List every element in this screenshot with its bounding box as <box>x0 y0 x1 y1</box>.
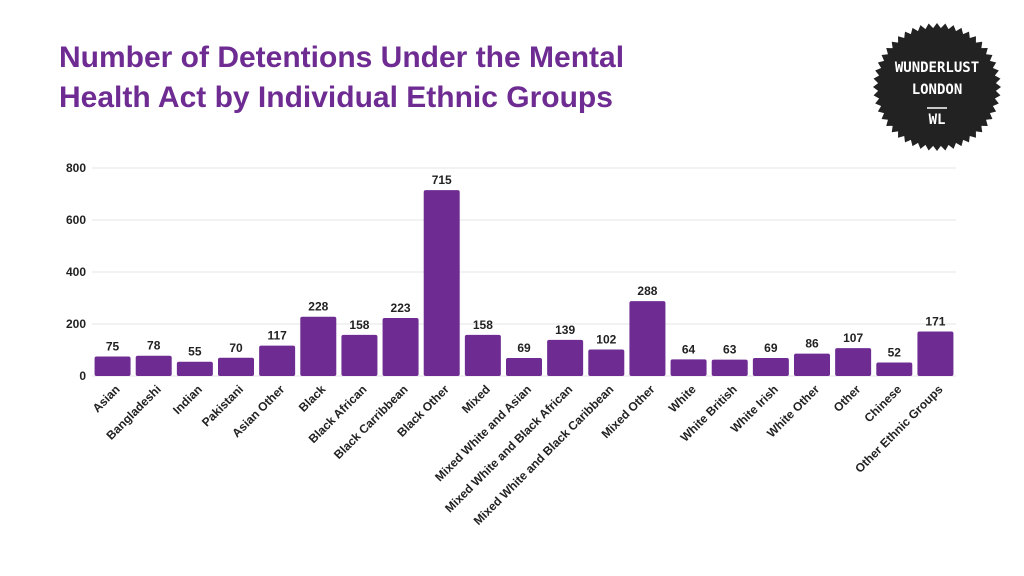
bar <box>876 362 913 376</box>
bar <box>259 345 296 376</box>
bar <box>629 301 666 376</box>
bar-value-label: 715 <box>432 173 452 187</box>
y-tick-label: 0 <box>79 369 86 383</box>
bar-value-label: 117 <box>267 329 287 343</box>
bar <box>670 359 707 376</box>
bar-value-label: 107 <box>843 331 863 345</box>
y-axis-tick-labels: 0 200 400 600 800 <box>66 161 86 383</box>
chart-title-line-1: Number of Detentions Under the Mental <box>59 41 625 74</box>
bars <box>94 190 954 376</box>
y-tick-label: 200 <box>66 317 86 331</box>
bar-value-label: 55 <box>188 345 202 359</box>
bar-value-label: 63 <box>723 343 737 357</box>
wunderlust-london-logo: WUNDERLUST LONDON WL <box>873 23 1001 151</box>
bar <box>300 316 337 376</box>
chart-title-line-2: Health Act by Individual Ethnic Groups <box>59 81 613 114</box>
y-tick-label: 800 <box>66 161 86 175</box>
bar <box>94 356 131 376</box>
bar-value-label: 288 <box>637 284 657 298</box>
logo-line-2: LONDON <box>912 82 963 98</box>
logo-monogram: WL <box>929 112 946 128</box>
y-tick-label: 400 <box>66 265 86 279</box>
bar <box>176 361 213 376</box>
chart-title: Number of Detentions Under the Mental He… <box>59 38 699 118</box>
bar <box>423 190 460 376</box>
y-tick-label: 600 <box>66 213 86 227</box>
bar <box>135 355 172 376</box>
bar <box>752 358 789 376</box>
category-label: Indian <box>170 382 205 417</box>
category-label: Black Carribbean <box>331 382 411 462</box>
category-label: Mixed <box>459 382 493 416</box>
bar-value-label: 171 <box>925 315 945 329</box>
bar-value-label: 158 <box>473 318 493 332</box>
category-label: Other <box>831 382 864 415</box>
bar-value-label: 139 <box>555 323 575 337</box>
bar-value-label: 75 <box>106 340 120 354</box>
logo-seal-badge <box>873 23 1001 151</box>
bar-value-label: 70 <box>229 341 243 355</box>
bar-value-label: 52 <box>888 345 902 359</box>
bar <box>794 353 830 376</box>
bar-value-label: 228 <box>308 300 328 314</box>
data-labels: 75 78 55 70 117 228 158 223 715 158 69 139 102 288 64 6… <box>106 173 946 359</box>
category-label: Black <box>296 382 329 415</box>
bar-value-label: 86 <box>805 337 819 351</box>
bar <box>588 349 625 376</box>
bar <box>218 357 254 376</box>
bar-value-label: 102 <box>596 332 616 346</box>
logo-line-1: WUNDERLUST <box>895 60 979 76</box>
bar <box>711 359 748 376</box>
bar-value-label: 69 <box>764 341 778 355</box>
bar <box>506 358 542 376</box>
bar-value-label: 158 <box>349 318 369 332</box>
bar-value-label: 223 <box>391 301 411 315</box>
category-label: Asian <box>90 382 123 415</box>
bar <box>341 334 378 376</box>
bar-value-label: 64 <box>682 342 696 356</box>
bar <box>835 348 872 376</box>
bar <box>917 331 954 376</box>
bar <box>382 318 419 376</box>
bar <box>464 334 501 376</box>
bar <box>547 339 584 376</box>
bar-value-label: 78 <box>147 339 161 353</box>
category-label: White <box>666 382 699 415</box>
bar-value-label: 69 <box>517 341 531 355</box>
